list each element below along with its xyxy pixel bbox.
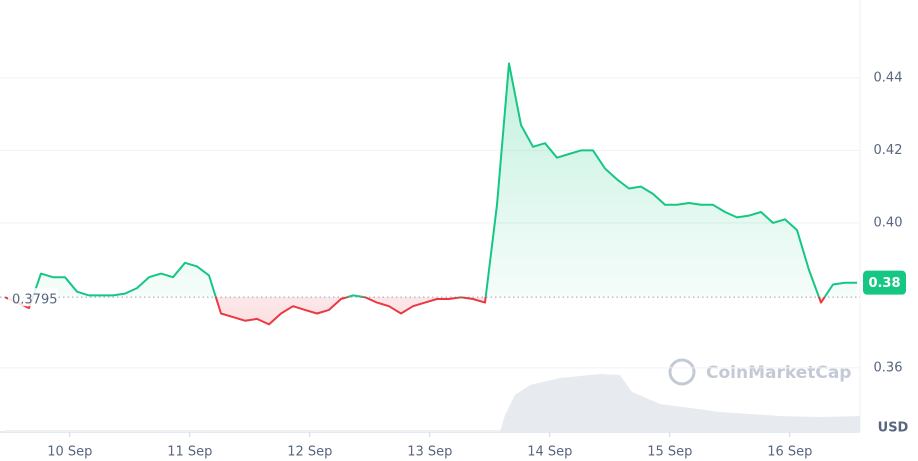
volume-area (5, 430, 500, 432)
x-tick-label: 12 Sep (287, 445, 332, 460)
y-tick-label: 0.42 (874, 143, 903, 158)
x-tick-label: 13 Sep (407, 445, 452, 460)
y-tick-label: 0.44 (874, 70, 903, 85)
watermark-logo (668, 358, 696, 386)
area (5, 63, 857, 325)
x-tick-label: 15 Sep (647, 445, 692, 460)
x-tick-label: 16 Sep (767, 445, 812, 460)
x-tick-label: 10 Sep (47, 445, 92, 460)
x-tick-label: 14 Sep (527, 445, 572, 460)
watermark-text: CoinMarketCap (706, 363, 851, 383)
price-badge (863, 270, 906, 295)
x-tick-label: 11 Sep (167, 445, 212, 460)
volume-area (500, 374, 860, 432)
baseline-label: 0.3795 (12, 293, 58, 308)
watermark: CoinMarketCap (668, 358, 851, 386)
currency-label: USD (878, 421, 909, 436)
price-line (4, 62, 857, 326)
baseline-label-bg (8, 288, 58, 307)
price-badge-label: 0.38 (868, 276, 900, 291)
y-tick-label: 0.40 (874, 215, 903, 230)
y-tick-label: 0.36 (874, 360, 903, 375)
